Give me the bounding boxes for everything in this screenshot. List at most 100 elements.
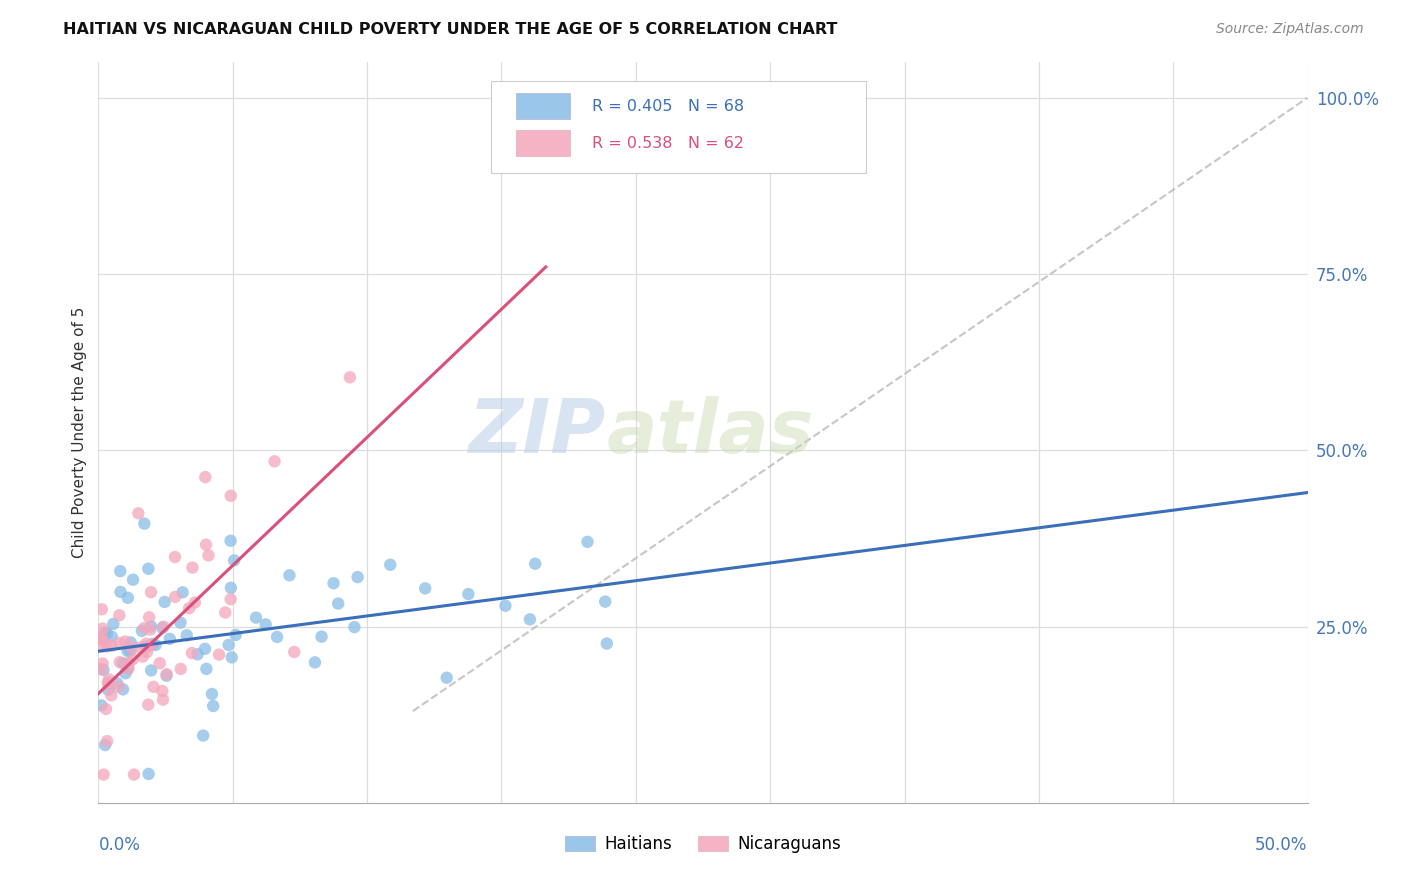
Point: [96, 626, 118, 640]
Point: [97, 673, 120, 687]
Point: [169, 615, 191, 630]
Point: [117, 662, 139, 676]
Text: 50.0%: 50.0%: [1256, 836, 1308, 855]
Point: [494, 599, 516, 613]
Point: [105, 676, 128, 690]
Point: [90, 662, 112, 676]
Point: [112, 682, 135, 697]
Point: [97, 677, 120, 691]
Point: [117, 644, 139, 658]
Point: [135, 637, 157, 651]
Point: [263, 454, 285, 468]
Point: [90, 602, 112, 616]
Point: [322, 576, 344, 591]
Point: [134, 621, 156, 635]
Point: [283, 645, 305, 659]
Point: [93, 663, 115, 677]
Point: [153, 595, 176, 609]
Point: [138, 767, 160, 781]
Point: [136, 698, 159, 712]
Point: [107, 680, 129, 694]
Point: [328, 597, 350, 611]
Point: [304, 656, 326, 670]
Point: [218, 638, 240, 652]
Point: [195, 538, 218, 552]
Point: [197, 549, 219, 563]
Point: [187, 648, 209, 662]
Point: [108, 636, 131, 650]
Point: [108, 655, 131, 669]
Point: [139, 664, 162, 678]
Point: [91, 633, 114, 648]
Point: [100, 689, 122, 703]
Point: [339, 370, 361, 384]
Point: [179, 601, 201, 615]
Point: [152, 692, 174, 706]
Point: [208, 648, 231, 662]
Point: [156, 667, 179, 681]
Point: [193, 729, 215, 743]
Point: [122, 573, 145, 587]
Point: [184, 596, 207, 610]
Point: [122, 767, 145, 781]
Point: [152, 621, 174, 635]
Point: [90, 698, 112, 713]
Point: [311, 630, 333, 644]
Point: [94, 702, 117, 716]
Point: [142, 637, 165, 651]
Point: [91, 622, 114, 636]
Point: [138, 562, 160, 576]
Point: [91, 640, 114, 654]
Point: [114, 634, 136, 648]
Point: [112, 657, 135, 671]
Point: [219, 581, 242, 595]
Point: [139, 638, 162, 652]
Point: [150, 684, 173, 698]
Point: [120, 635, 142, 649]
Point: [120, 640, 142, 655]
Point: [110, 564, 132, 578]
Point: [524, 557, 547, 571]
Text: atlas: atlas: [606, 396, 814, 469]
Point: [94, 625, 117, 640]
Text: R = 0.405   N = 68: R = 0.405 N = 68: [592, 99, 744, 113]
Point: [195, 662, 218, 676]
Point: [436, 671, 458, 685]
Point: [202, 698, 225, 713]
Legend: Haitians, Nicaraguans: Haitians, Nicaraguans: [557, 826, 849, 861]
Point: [108, 608, 131, 623]
Point: [593, 594, 616, 608]
Point: [201, 687, 224, 701]
FancyBboxPatch shape: [492, 81, 866, 173]
Point: [194, 470, 217, 484]
Point: [120, 644, 142, 658]
Point: [159, 632, 181, 646]
Point: [145, 638, 167, 652]
Point: [127, 506, 149, 520]
Point: [194, 641, 217, 656]
Point: [176, 628, 198, 642]
FancyBboxPatch shape: [516, 130, 569, 156]
Y-axis label: Child Poverty Under the Age of 5: Child Poverty Under the Age of 5: [72, 307, 87, 558]
Point: [142, 680, 165, 694]
Point: [97, 675, 120, 690]
Point: [170, 662, 193, 676]
Text: ZIP: ZIP: [470, 396, 606, 469]
Point: [343, 620, 366, 634]
Point: [134, 516, 156, 531]
Point: [413, 582, 436, 596]
Point: [172, 585, 194, 599]
Point: [136, 645, 159, 659]
Point: [245, 610, 267, 624]
Point: [219, 489, 242, 503]
Text: Source: ZipAtlas.com: Source: ZipAtlas.com: [1216, 22, 1364, 37]
Point: [519, 612, 541, 626]
Point: [254, 617, 277, 632]
Point: [163, 549, 186, 564]
Point: [278, 568, 301, 582]
Point: [101, 630, 124, 644]
Point: [122, 652, 145, 666]
Point: [128, 640, 150, 655]
Point: [139, 623, 162, 637]
Point: [135, 640, 157, 654]
